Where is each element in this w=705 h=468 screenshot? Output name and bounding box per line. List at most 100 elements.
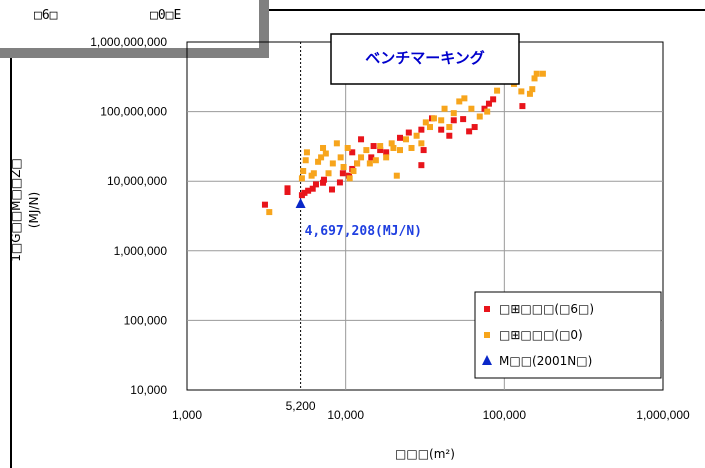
legend-entry: □⊞□□□(□6□) xyxy=(499,302,594,316)
data-point-square xyxy=(303,149,310,156)
overlay-text-right: □0□E xyxy=(150,8,182,23)
data-point-square xyxy=(309,185,316,192)
data-point-square xyxy=(302,157,309,164)
data-point-square xyxy=(336,179,343,186)
data-point-square xyxy=(484,108,491,115)
legend-marker-square xyxy=(484,306,490,312)
data-point-square xyxy=(358,154,365,161)
data-point-square xyxy=(460,116,467,123)
data-point-square xyxy=(354,160,361,167)
legend-entry: □⊞□□□(□0) xyxy=(499,328,583,342)
data-point-square xyxy=(456,98,463,105)
legend-entry: M□□(2001N□) xyxy=(499,354,592,368)
y-tick-label: 1,000,000 xyxy=(114,244,168,258)
data-point-square xyxy=(329,160,336,167)
data-point-square xyxy=(350,168,357,175)
data-point-square xyxy=(468,105,475,112)
data-point-square xyxy=(300,168,307,175)
overlay-box: □6□ □0□E xyxy=(0,0,269,58)
data-point-square xyxy=(312,181,319,188)
data-point-square xyxy=(518,88,525,95)
data-point-square xyxy=(418,162,425,169)
data-point-square xyxy=(418,140,425,147)
data-point-square xyxy=(322,150,329,157)
data-point-square xyxy=(476,113,483,120)
data-point-square xyxy=(396,147,403,154)
data-point-triangle xyxy=(295,198,306,209)
data-point-square xyxy=(284,188,291,195)
data-point-square xyxy=(328,186,335,193)
chart-title-box xyxy=(330,33,520,85)
data-point-square xyxy=(320,176,327,183)
data-point-square xyxy=(438,126,445,133)
data-point-square xyxy=(466,128,473,135)
data-point-square xyxy=(485,100,492,107)
data-point-square xyxy=(413,132,420,139)
data-point-square xyxy=(446,124,453,131)
data-point-square xyxy=(383,149,390,156)
data-point-square xyxy=(529,86,536,93)
data-point-square xyxy=(315,158,322,165)
data-point-square xyxy=(284,185,291,192)
data-point-square xyxy=(494,87,501,94)
x-tick-label: 100,000 xyxy=(483,408,527,422)
y-axis-title: 1□G□□M□□Z□ xyxy=(9,158,23,262)
y-tick-label: 10,000 xyxy=(130,383,167,397)
data-point-square xyxy=(301,189,308,196)
data-point-square xyxy=(446,132,453,139)
chart-title: ベンチマーキング xyxy=(365,49,485,67)
data-point-square xyxy=(372,157,379,164)
data-point-square xyxy=(396,134,403,141)
data-point-square xyxy=(405,129,412,136)
data-point-square xyxy=(325,170,332,177)
data-point-square xyxy=(471,124,478,131)
y-tick-label: 1,000,000,000 xyxy=(90,35,167,49)
data-point-square xyxy=(383,154,390,161)
frame-left-line xyxy=(10,0,12,468)
data-point-square xyxy=(402,136,409,143)
data-point-square xyxy=(344,144,351,151)
legend-box xyxy=(474,291,662,379)
data-point-square xyxy=(441,105,448,112)
data-point-square xyxy=(377,143,384,150)
data-point-square xyxy=(266,209,273,216)
data-point-square xyxy=(539,70,546,77)
data-point-square xyxy=(388,140,395,147)
data-point-square xyxy=(346,175,353,182)
reference-line-label: 5,200 xyxy=(286,399,316,413)
data-point-square xyxy=(298,175,305,182)
data-point-square xyxy=(310,170,317,177)
legend-marker-square xyxy=(484,332,490,338)
y-tick-label: 100,000 xyxy=(124,313,168,327)
data-point-square xyxy=(261,201,268,208)
x-tick-label: 1,000,000 xyxy=(636,408,690,422)
data-point-square xyxy=(418,126,425,133)
data-point-square xyxy=(420,147,427,154)
x-tick-label: 10,000 xyxy=(327,408,364,422)
overlay-text-left: □6□ xyxy=(34,8,58,23)
data-point-square xyxy=(426,124,433,131)
data-point-square xyxy=(370,143,377,150)
data-point-square xyxy=(363,147,370,154)
data-point-square xyxy=(408,144,415,151)
data-point-square xyxy=(320,144,327,151)
data-point-square xyxy=(438,117,445,124)
data-point-square xyxy=(531,75,538,82)
data-point-square xyxy=(305,187,312,194)
data-point-square xyxy=(450,110,457,117)
data-point-square xyxy=(430,115,437,122)
data-point-square xyxy=(526,90,533,97)
data-point-square xyxy=(358,136,365,143)
x-tick-label: 1,000 xyxy=(172,408,202,422)
data-point-square xyxy=(393,172,400,179)
data-point-square xyxy=(320,179,327,186)
y-axis-unit: (MJ/N) xyxy=(27,192,41,228)
y-tick-label: 100,000,000 xyxy=(100,105,167,119)
legend-marker-triangle xyxy=(482,355,492,365)
frame-top-line xyxy=(250,9,705,11)
data-point-square xyxy=(450,117,457,124)
data-point-square xyxy=(519,103,526,110)
x-axis-title: □□□(m²) xyxy=(395,447,455,461)
own-building-annotation: 4,697,208(MJ/N) xyxy=(305,224,422,239)
